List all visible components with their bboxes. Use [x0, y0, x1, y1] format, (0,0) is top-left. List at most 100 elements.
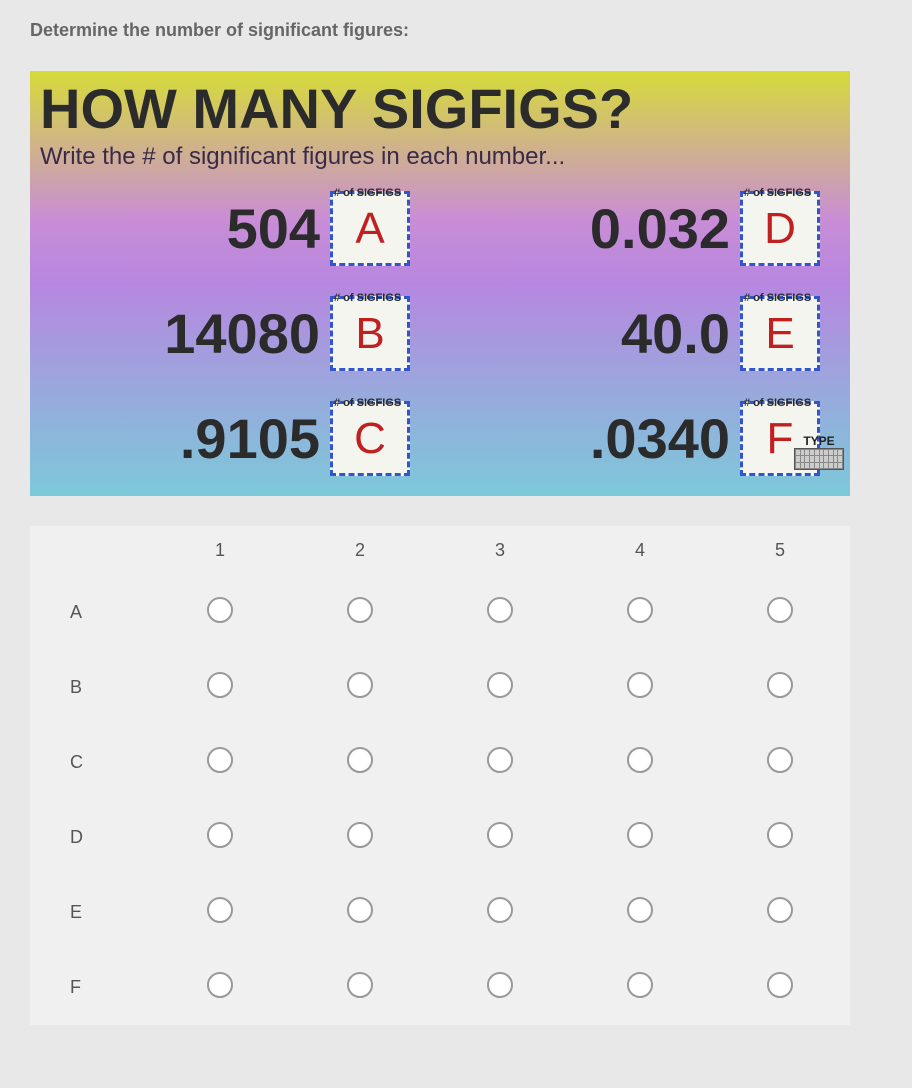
radio-cell: [570, 800, 710, 875]
radio-option[interactable]: [627, 747, 653, 773]
row-label: E: [30, 875, 150, 950]
keyboard-icon: [794, 448, 844, 470]
handwritten-letter: C: [354, 414, 386, 464]
header-blank: [30, 526, 150, 575]
handwritten-letter: D: [764, 204, 796, 254]
radio-cell: [570, 875, 710, 950]
radio-cell: [430, 575, 570, 650]
radio-option[interactable]: [207, 822, 233, 848]
radio-cell: [430, 800, 570, 875]
answer-grid: 1 2 3 4 5 ABCDEF: [30, 526, 850, 1025]
radio-cell: [290, 725, 430, 800]
radio-cell: [710, 800, 850, 875]
row-label: C: [30, 725, 150, 800]
radio-option[interactable]: [627, 822, 653, 848]
radio-cell: [710, 875, 850, 950]
radio-cell: [150, 875, 290, 950]
radio-option[interactable]: [627, 597, 653, 623]
radio-cell: [150, 575, 290, 650]
column-header: 3: [430, 526, 570, 575]
radio-cell: [290, 950, 430, 1025]
radio-option[interactable]: [487, 672, 513, 698]
box-label: # of SIGFIGS: [334, 292, 406, 304]
radio-cell: [150, 725, 290, 800]
radio-option[interactable]: [767, 597, 793, 623]
radio-cell: [430, 875, 570, 950]
radio-option[interactable]: [767, 822, 793, 848]
answer-box: D: [740, 191, 820, 266]
radio-cell: [710, 725, 850, 800]
table-row: B: [30, 650, 850, 725]
worksheet-item: 14080 # of SIGFIGS B: [40, 296, 430, 371]
table-row: A: [30, 575, 850, 650]
box-label: # of SIGFIGS: [744, 397, 816, 409]
radio-option[interactable]: [207, 672, 233, 698]
row-label: D: [30, 800, 150, 875]
radio-option[interactable]: [347, 897, 373, 923]
radio-option[interactable]: [627, 672, 653, 698]
radio-cell: [290, 575, 430, 650]
number-value: 14080: [164, 306, 320, 362]
radio-cell: [570, 575, 710, 650]
radio-option[interactable]: [487, 822, 513, 848]
radio-option[interactable]: [207, 747, 233, 773]
radio-option[interactable]: [207, 597, 233, 623]
radio-option[interactable]: [487, 972, 513, 998]
column-header: 2: [290, 526, 430, 575]
radio-cell: [150, 650, 290, 725]
answer-box: A: [330, 191, 410, 266]
answer-box-wrap: # of SIGFIGS A: [330, 191, 410, 266]
radio-option[interactable]: [347, 972, 373, 998]
radio-cell: [570, 650, 710, 725]
worksheet-item: .0340 # of SIGFIGS F: [450, 401, 840, 476]
worksheet-item: 40.0 # of SIGFIGS E: [450, 296, 840, 371]
radio-cell: [290, 650, 430, 725]
table-row: D: [30, 800, 850, 875]
worksheet-item: 0.032 # of SIGFIGS D: [450, 191, 840, 266]
row-label: B: [30, 650, 150, 725]
worksheet-title: HOW MANY SIGFIGS?: [40, 81, 840, 137]
radio-cell: [150, 800, 290, 875]
worksheet-grid: 504 # of SIGFIGS A 0.032 # of SIGFIGS D …: [40, 191, 840, 476]
row-label: F: [30, 950, 150, 1025]
radio-cell: [570, 950, 710, 1025]
radio-option[interactable]: [487, 897, 513, 923]
radio-option[interactable]: [207, 897, 233, 923]
radio-option[interactable]: [627, 897, 653, 923]
radio-option[interactable]: [627, 972, 653, 998]
handwritten-letter: A: [355, 204, 384, 254]
radio-cell: [150, 950, 290, 1025]
radio-option[interactable]: [767, 747, 793, 773]
column-header: 5: [710, 526, 850, 575]
handwritten-letter: F: [767, 414, 794, 464]
handwritten-letter: B: [355, 309, 384, 359]
table-row: F: [30, 950, 850, 1025]
radio-cell: [430, 725, 570, 800]
radio-option[interactable]: [487, 747, 513, 773]
radio-option[interactable]: [347, 597, 373, 623]
radio-cell: [710, 950, 850, 1025]
box-label: # of SIGFIGS: [744, 292, 816, 304]
radio-option[interactable]: [487, 597, 513, 623]
type-label: TYPE: [794, 434, 844, 448]
radio-option[interactable]: [767, 897, 793, 923]
radio-option[interactable]: [767, 972, 793, 998]
radio-option[interactable]: [207, 972, 233, 998]
answer-box-wrap: # of SIGFIGS B: [330, 296, 410, 371]
number-value: .0340: [590, 411, 730, 467]
radio-cell: [710, 650, 850, 725]
radio-cell: [430, 650, 570, 725]
worksheet-image: HOW MANY SIGFIGS? Write the # of signifi…: [30, 71, 850, 496]
radio-option[interactable]: [347, 822, 373, 848]
radio-cell: [710, 575, 850, 650]
box-label: # of SIGFIGS: [334, 187, 406, 199]
radio-option[interactable]: [347, 672, 373, 698]
radio-option[interactable]: [347, 747, 373, 773]
answer-box: E: [740, 296, 820, 371]
worksheet-item: .9105 # of SIGFIGS C: [40, 401, 430, 476]
radio-option[interactable]: [767, 672, 793, 698]
number-value: .9105: [180, 411, 320, 467]
number-value: 504: [227, 201, 320, 257]
answer-box-wrap: # of SIGFIGS D: [740, 191, 820, 266]
column-header: 4: [570, 526, 710, 575]
